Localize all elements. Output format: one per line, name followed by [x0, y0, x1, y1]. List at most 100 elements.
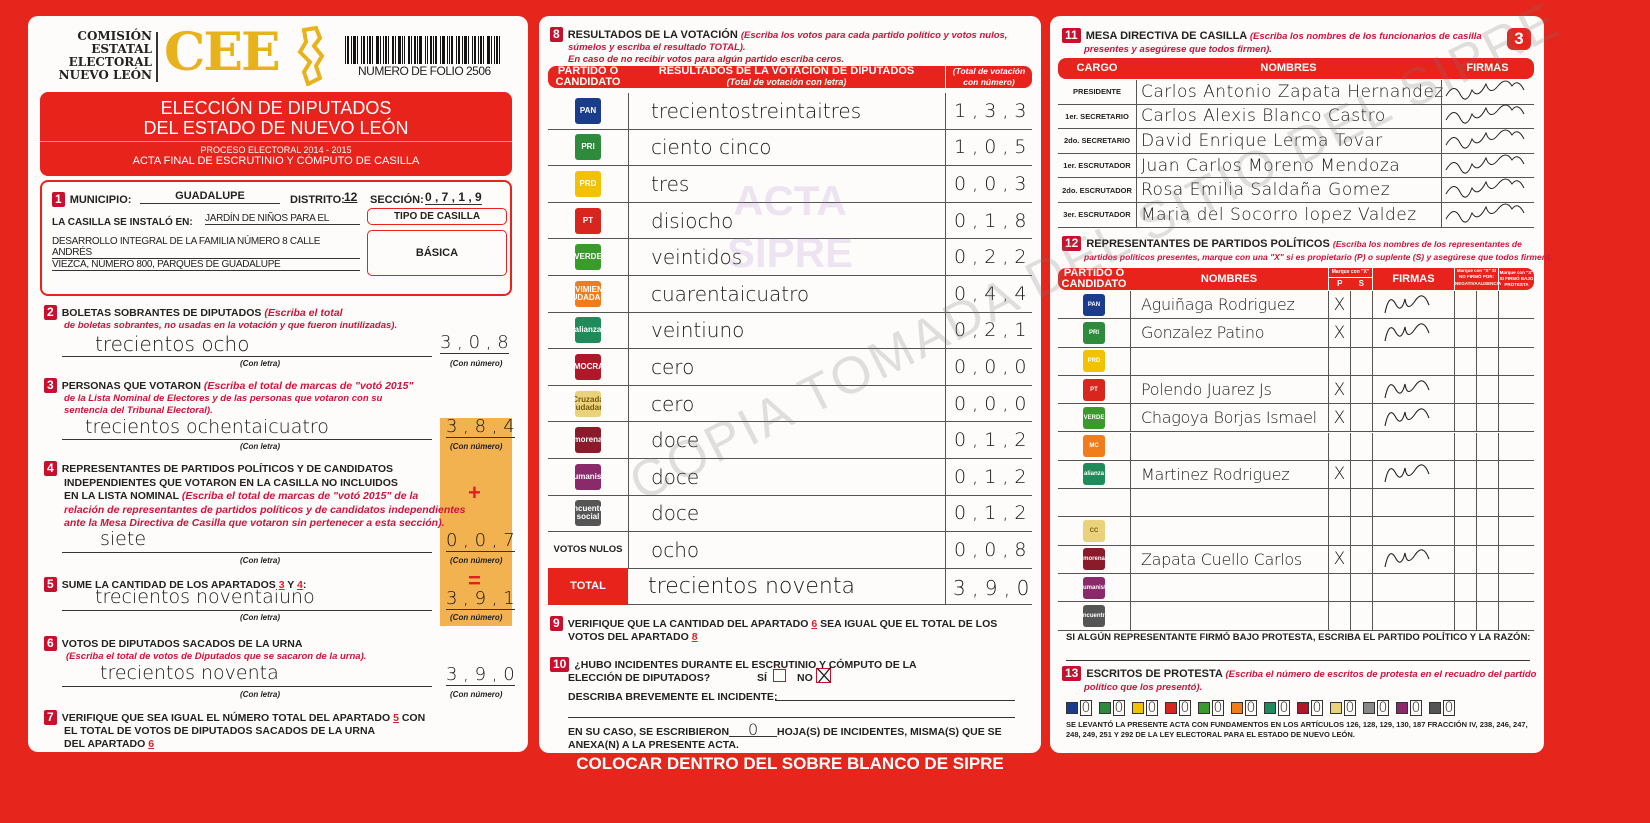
protest-count[interactable]: 0 [1146, 700, 1158, 716]
firma-cell[interactable] [1441, 203, 1534, 227]
protest-box[interactable]: 0 [1066, 700, 1092, 716]
votes-letra[interactable]: tres [651, 171, 690, 196]
votes-letra[interactable]: doce [651, 464, 700, 489]
firma-cell[interactable] [1372, 602, 1454, 630]
protest-count[interactable]: 0 [1278, 700, 1290, 716]
suplente-cell[interactable] [1350, 545, 1372, 573]
negativa-cell[interactable] [1454, 347, 1476, 375]
ausencia-cell[interactable] [1476, 291, 1498, 319]
protesta-cell[interactable] [1498, 545, 1534, 573]
funcionario-name[interactable]: David Enrique Lerma Tovar [1141, 130, 1383, 151]
negativa-cell[interactable] [1454, 432, 1476, 460]
propietario-cell[interactable] [1328, 489, 1350, 517]
section-5-letra[interactable]: trecientos noventaiuno [95, 586, 315, 608]
protesta-cell[interactable] [1498, 574, 1534, 602]
describe-incident-input[interactable] [775, 700, 1015, 701]
suplente-cell[interactable] [1350, 319, 1372, 347]
propietario-cell[interactable] [1328, 602, 1350, 630]
representante-name[interactable]: Polendo Juarez Js [1141, 380, 1272, 400]
votes-letra[interactable]: cero [651, 354, 695, 379]
votes-letra[interactable]: cero [651, 391, 695, 416]
ausencia-cell[interactable] [1476, 375, 1498, 404]
no-checkbox[interactable] [816, 667, 831, 683]
protest-box[interactable]: 0 [1429, 700, 1455, 716]
total-letra[interactable]: trecientos noventa [648, 574, 855, 599]
votes-numero[interactable]: 0 , 2 , 2 [954, 246, 1027, 269]
votes-numero[interactable]: 1 , 0 , 5 [954, 136, 1027, 159]
protest-count[interactable]: 0 [1311, 700, 1323, 716]
votes-letra[interactable]: veintiuno [651, 318, 745, 343]
ausencia-cell[interactable] [1476, 432, 1498, 460]
firma-cell[interactable] [1372, 404, 1454, 432]
protest-count[interactable]: 0 [1344, 700, 1356, 716]
votes-letra[interactable]: veintidos [651, 245, 743, 270]
section-3-numero[interactable]: 3 , 8 , 4 [446, 416, 515, 438]
propietario-cell[interactable] [1328, 432, 1350, 460]
protest-count[interactable]: 0 [1245, 700, 1257, 716]
negativa-cell[interactable] [1454, 489, 1476, 517]
propietario-cell[interactable]: X [1328, 404, 1350, 432]
suplente-cell[interactable] [1350, 489, 1372, 517]
protest-count[interactable]: 0 [1443, 700, 1455, 716]
protest-count[interactable]: 0 [1410, 700, 1422, 716]
votes-numero[interactable]: 0 , 0 , 3 [954, 172, 1027, 195]
votes-letra[interactable]: doce [651, 501, 700, 526]
section-3-letra[interactable]: trecientos ochentaicuatro [85, 416, 329, 438]
votes-letra[interactable]: disiocho [651, 208, 734, 233]
propietario-cell[interactable] [1328, 517, 1350, 545]
section-4-letra[interactable]: siete [100, 528, 147, 550]
firma-cell[interactable] [1372, 545, 1454, 573]
negativa-cell[interactable] [1454, 517, 1476, 545]
protest-box[interactable]: 0 [1099, 700, 1125, 716]
negativa-cell[interactable] [1454, 319, 1476, 347]
firma-cell[interactable] [1441, 104, 1534, 129]
section-2-letra[interactable]: trecientos ocho [95, 332, 250, 356]
firma-cell[interactable] [1372, 347, 1454, 375]
suplente-cell[interactable] [1350, 404, 1372, 432]
funcionario-name[interactable]: Rosa Emilia Saldaña Gomez [1141, 180, 1391, 201]
protesta-cell[interactable] [1498, 602, 1534, 630]
protesta-cell[interactable] [1498, 489, 1534, 517]
suplente-cell[interactable] [1350, 460, 1372, 489]
firma-cell[interactable] [1441, 129, 1534, 153]
protest-box[interactable]: 0 [1297, 700, 1323, 716]
suplente-cell[interactable] [1350, 375, 1372, 404]
protesta-cell[interactable] [1498, 404, 1534, 432]
protest-count[interactable]: 0 [1377, 700, 1389, 716]
firma-cell[interactable] [1372, 375, 1454, 404]
votes-letra[interactable]: ocho [651, 537, 700, 562]
protest-box[interactable]: 0 [1396, 700, 1422, 716]
suplente-cell[interactable] [1350, 347, 1372, 375]
representante-name[interactable]: Martinez Rodriguez [1141, 464, 1290, 484]
section-6-letra[interactable]: trecientos noventa [100, 662, 279, 684]
section-2-numero[interactable]: 3 , 0 , 8 [440, 332, 509, 354]
votes-numero[interactable]: 1 , 3 , 3 [954, 99, 1027, 122]
propietario-cell[interactable]: X [1328, 319, 1350, 347]
protest-box[interactable]: 0 [1231, 700, 1257, 716]
describe-incident-input-2[interactable] [568, 717, 1015, 718]
votes-numero[interactable]: 0 , 4 , 4 [954, 282, 1027, 305]
firma-cell[interactable] [1372, 517, 1454, 545]
propietario-cell[interactable] [1328, 347, 1350, 375]
section-5-numero[interactable]: 3 , 9 , 1 [446, 588, 515, 610]
votes-numero[interactable]: 0 , 0 , 0 [954, 392, 1027, 415]
protesta-cell[interactable] [1498, 517, 1534, 545]
firma-cell[interactable] [1441, 153, 1534, 178]
votes-numero[interactable]: 0 , 1 , 2 [954, 465, 1027, 488]
votes-letra[interactable]: trecientostreintaitres [651, 98, 862, 123]
negativa-cell[interactable] [1454, 291, 1476, 319]
funcionario-name[interactable]: Juan Carlos Moreno Mendoza [1141, 155, 1401, 176]
protesta-cell[interactable] [1498, 432, 1534, 460]
negativa-cell[interactable] [1454, 545, 1476, 573]
propietario-cell[interactable]: X [1328, 545, 1350, 573]
funcionario-name[interactable]: Carlos Antonio Zapata Hernandez [1141, 81, 1444, 102]
protesta-reason-input[interactable] [1066, 660, 1530, 661]
si-checkbox[interactable] [773, 669, 786, 682]
votes-numero[interactable]: 0 , 2 , 1 [954, 319, 1027, 342]
votes-numero[interactable]: 0 , 1 , 8 [954, 209, 1027, 232]
ausencia-cell[interactable] [1476, 517, 1498, 545]
votes-numero[interactable]: 0 , 0 , 0 [954, 355, 1027, 378]
representante-name[interactable]: Chagoya Borjas Ismael [1141, 408, 1317, 428]
ausencia-cell[interactable] [1476, 460, 1498, 489]
negativa-cell[interactable] [1454, 404, 1476, 432]
